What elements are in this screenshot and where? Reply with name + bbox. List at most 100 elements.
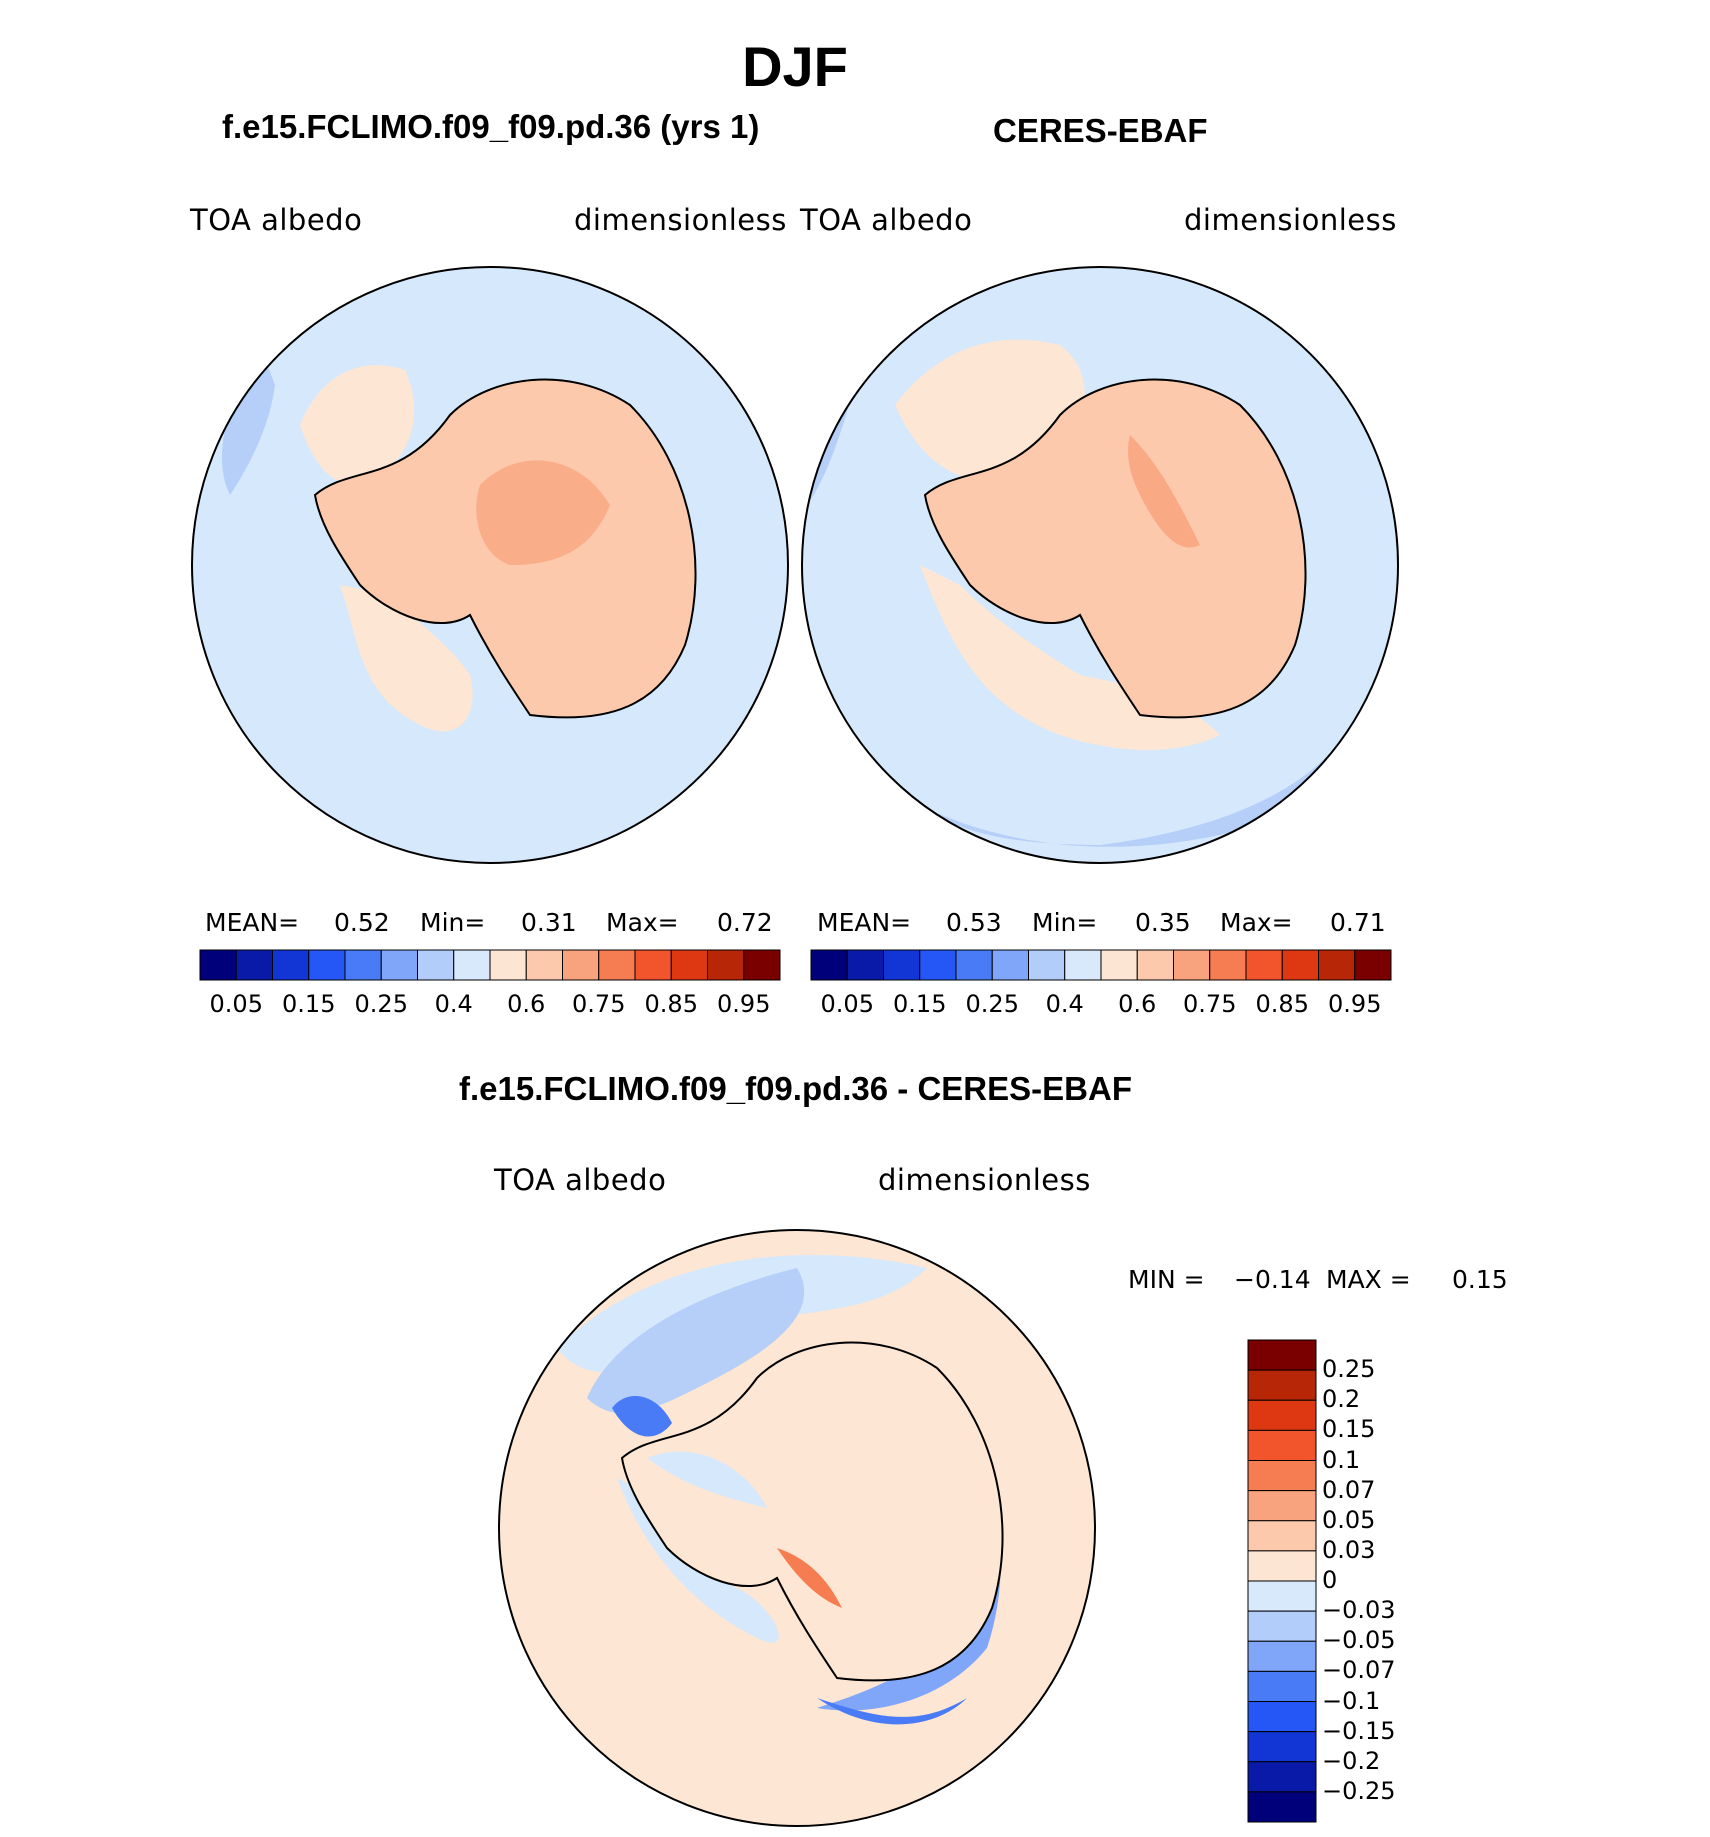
colorbar-swatch (562, 949, 600, 981)
colorbar-tick-label: 0.2 (1322, 1385, 1361, 1414)
colorbar-tick-label: 0.1 (1322, 1445, 1361, 1474)
colorbar-swatch (1247, 1761, 1317, 1793)
panel-title-model: f.e15.FCLIMO.f09_f09.pd.36 (yrs 1) (222, 108, 760, 145)
colorbar-swatch (1028, 949, 1066, 981)
difference-colorbar (1247, 1339, 1317, 1823)
colorbar-swatch (1247, 1791, 1317, 1823)
figure-title: DJF (742, 35, 848, 98)
ocean-blue-patch (920, 705, 1360, 847)
colorbar-tick-label: 0.6 (1118, 990, 1157, 1018)
colorbar-tick-label: −0.07 (1322, 1656, 1396, 1685)
panel2-max-value: 0.71 (1330, 908, 1386, 937)
colorbar-swatch (1245, 949, 1283, 981)
colorbar-tick-label: 0.05 (820, 990, 874, 1018)
panel2-colorbar (810, 949, 1392, 981)
colorbar-swatch (883, 949, 921, 981)
colorbar-tick-label: −0.05 (1322, 1626, 1396, 1655)
colorbar-swatch (707, 949, 745, 981)
colorbar-swatch (743, 949, 781, 981)
panel2-min-value: 0.35 (1135, 908, 1191, 937)
colorbar-tick-label: 0.95 (1328, 990, 1382, 1018)
difference-max-value: 0.15 (1452, 1265, 1508, 1294)
colorbar-tick-label: 0.6 (507, 990, 546, 1018)
strong-negative-diff (817, 1698, 967, 1725)
colorbar-swatch (919, 949, 957, 981)
colorbar-tick-label: 0.25 (354, 990, 408, 1018)
colorbar-swatch (1247, 1670, 1317, 1702)
colorbar-swatch (1247, 1339, 1317, 1371)
panel1-variable-label: TOA albedo (190, 203, 363, 237)
colorbar-tick-label: 0.15 (282, 990, 336, 1018)
colorbar-tick-label: 0.4 (1045, 990, 1084, 1018)
antarctica-landmass (620, 1341, 1004, 1682)
panel1-min-label: Min= (420, 908, 486, 937)
colorbar-tick-label: 0 (1322, 1566, 1338, 1594)
high-albedo-interior (476, 460, 610, 565)
colorbar-swatch (1247, 1610, 1317, 1642)
colorbar-tick-label: 0.03 (1322, 1535, 1376, 1564)
panel1-map (191, 266, 789, 864)
panel2-min-label: Min= (1032, 908, 1098, 937)
panel-title-obs: CERES-EBAF (993, 112, 1208, 149)
difference-min-value: −0.14 (1234, 1265, 1311, 1294)
colorbar-swatch (1173, 949, 1211, 981)
colorbar-swatch (1247, 1460, 1317, 1492)
colorbar-tick-label: 0.95 (717, 990, 771, 1018)
colorbar-swatch (810, 949, 848, 981)
colorbar-swatch (525, 949, 563, 981)
colorbar-swatch (235, 949, 273, 981)
colorbar-swatch (1247, 1399, 1317, 1431)
panel2-mean-label: MEAN= (817, 908, 912, 937)
colorbar-swatch (1247, 1640, 1317, 1672)
colorbar-tick-label: 0.4 (434, 990, 473, 1018)
panel2-max-label: Max= (1220, 908, 1293, 937)
panel1-mean-label: MEAN= (205, 908, 300, 937)
colorbar-swatch (1100, 949, 1138, 981)
map-boundary (498, 1229, 1096, 1827)
colorbar-swatch (1247, 1369, 1317, 1401)
map-boundary (801, 266, 1399, 864)
panel1-units-label: dimensionless (574, 203, 787, 237)
negative-diff-region (587, 1268, 805, 1414)
colorbar-tick-label: 0.75 (572, 990, 626, 1018)
colorbar-swatch (1136, 949, 1174, 981)
colorbar-tick-label: 0.05 (1322, 1505, 1376, 1534)
colorbar-tick-label: 0.25 (965, 990, 1019, 1018)
colorbar-swatch (846, 949, 884, 981)
colorbar-swatch (272, 949, 310, 981)
colorbar-tick-label: 0.15 (1322, 1415, 1376, 1444)
colorbar-swatch (1064, 949, 1102, 981)
colorbar-swatch (1247, 1731, 1317, 1763)
colorbar-tick-label: −0.03 (1322, 1596, 1396, 1625)
colorbar-swatch (1209, 949, 1247, 981)
colorbar-tick-label: −0.1 (1322, 1686, 1381, 1715)
colorbar-swatch (955, 949, 993, 981)
colorbar-tick-label: 0.85 (1255, 990, 1309, 1018)
sea-ice-region (340, 585, 473, 732)
difference-variable-label: TOA albedo (494, 1163, 667, 1197)
colorbar-swatch (991, 949, 1029, 981)
colorbar-swatch (453, 949, 491, 981)
colorbar-swatch (344, 949, 382, 981)
difference-units-label: dimensionless (878, 1163, 1091, 1197)
colorbar-swatch (1247, 1701, 1317, 1733)
ocean-blue-patch (221, 345, 275, 495)
colorbar-tick-label: 0.07 (1322, 1475, 1376, 1504)
colorbar-tick-label: −0.2 (1322, 1746, 1381, 1775)
difference-title: f.e15.FCLIMO.f09_f09.pd.36 - CERES-EBAF (459, 1070, 1132, 1107)
colorbar-tick-label: 0.05 (209, 990, 263, 1018)
map-boundary (191, 266, 789, 864)
panel2-units-label: dimensionless (1184, 203, 1397, 237)
colorbar-swatch (1247, 1429, 1317, 1461)
colorbar-swatch (1247, 1550, 1317, 1582)
colorbar-swatch (380, 949, 418, 981)
panel2-mean-value: 0.53 (946, 908, 1002, 937)
colorbar-tick-label: −0.25 (1322, 1776, 1396, 1805)
colorbar-swatch (1247, 1520, 1317, 1552)
colorbar-swatch (1281, 949, 1319, 981)
colorbar-tick-label: 0.85 (644, 990, 698, 1018)
colorbar-swatch (199, 949, 237, 981)
sea-ice-region (300, 365, 415, 485)
colorbar-swatch (1247, 1490, 1317, 1522)
colorbar-swatch (308, 949, 346, 981)
